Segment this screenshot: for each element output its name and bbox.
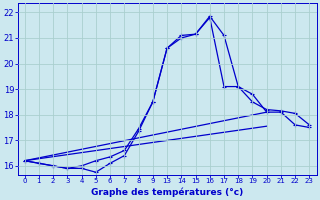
X-axis label: Graphe des températures (°c): Graphe des températures (°c) [91,187,243,197]
